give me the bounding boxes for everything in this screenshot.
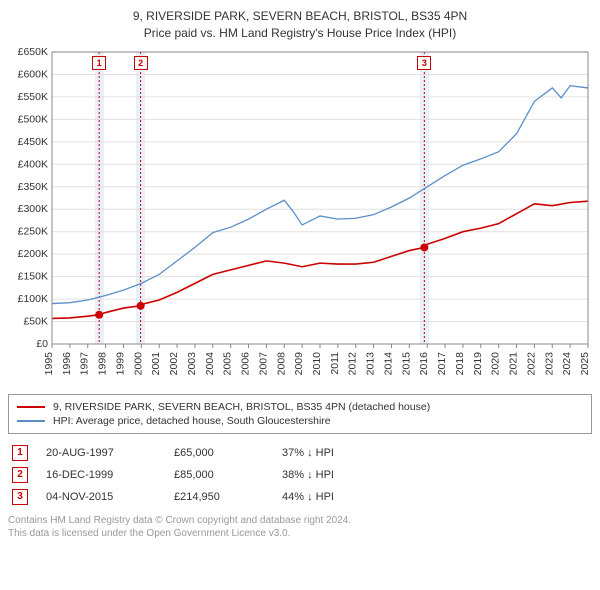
sale-row: 1 20-AUG-1997 £65,000 37% ↓ HPI bbox=[8, 442, 592, 464]
legend-swatch bbox=[17, 406, 45, 408]
sale-price: £65,000 bbox=[174, 447, 264, 459]
ytick-label: £650K bbox=[18, 48, 48, 58]
sale-marker-3: 3 bbox=[417, 56, 431, 70]
ytick-label: £150K bbox=[18, 270, 48, 282]
xtick-label: 2018 bbox=[454, 351, 466, 375]
sale-pct: 38% ↓ HPI bbox=[282, 469, 382, 481]
sale-row: 2 16-DEC-1999 £85,000 38% ↓ HPI bbox=[8, 464, 592, 486]
ytick-label: £250K bbox=[18, 225, 48, 237]
ytick-label: £500K bbox=[18, 113, 48, 125]
sale-dot bbox=[420, 243, 428, 251]
sales-table: 1 20-AUG-1997 £65,000 37% ↓ HPI 2 16-DEC-1999… bbox=[8, 442, 592, 508]
sale-marker-icon: 1 bbox=[12, 445, 28, 461]
chart-area: £0 £50K £100K £150K £200K £250K £300K £350K £400… bbox=[8, 48, 592, 388]
xtick-label: 2009 bbox=[293, 351, 305, 375]
sale-dot bbox=[137, 301, 145, 309]
sale-marker-icon: 3 bbox=[12, 489, 28, 505]
xtick-label: 2014 bbox=[382, 351, 394, 375]
footer-line-2: This data is licensed under the Open Gov… bbox=[8, 527, 592, 540]
xtick-label: 2023 bbox=[543, 351, 555, 375]
plot-border bbox=[52, 52, 588, 344]
xtick-label: 2013 bbox=[365, 351, 377, 375]
sale-pct: 44% ↓ HPI bbox=[282, 491, 382, 503]
sale-pct: 37% ↓ HPI bbox=[282, 447, 382, 459]
xtick-label: 1997 bbox=[79, 351, 91, 375]
ytick-label: £600K bbox=[18, 68, 48, 80]
ytick-label: £200K bbox=[18, 248, 48, 260]
xtick-label: 2017 bbox=[436, 351, 448, 375]
xtick-label: 2021 bbox=[508, 351, 520, 375]
xtick-label: 2019 bbox=[472, 351, 484, 375]
xtick-label: 1996 bbox=[61, 351, 73, 375]
ytick-label: £0 bbox=[36, 338, 48, 350]
xtick-label: 2022 bbox=[525, 351, 537, 375]
sale-marker-icon: 2 bbox=[12, 467, 28, 483]
sale-row: 3 04-NOV-2015 £214,950 44% ↓ HPI bbox=[8, 486, 592, 508]
footer-line-1: Contains HM Land Registry data © Crown c… bbox=[8, 514, 592, 527]
xtick-label: 2003 bbox=[186, 351, 198, 375]
footer-attribution: Contains HM Land Registry data © Crown c… bbox=[8, 514, 592, 540]
ytick-label: £400K bbox=[18, 158, 48, 170]
xtick-label: 2005 bbox=[222, 351, 234, 375]
ytick-label: £300K bbox=[18, 203, 48, 215]
legend-item: 9, RIVERSIDE PARK, SEVERN BEACH, BRISTOL… bbox=[17, 400, 583, 414]
ytick-label: £100K bbox=[18, 293, 48, 305]
sale-date: 20-AUG-1997 bbox=[46, 447, 156, 459]
chart-svg: £0 £50K £100K £150K £200K £250K £300K £350K £400… bbox=[8, 48, 592, 388]
xtick-label: 1995 bbox=[43, 351, 55, 375]
sale-dot bbox=[95, 310, 103, 318]
xtick-label: 1999 bbox=[114, 351, 126, 375]
xtick-label: 2002 bbox=[168, 351, 180, 375]
xtick-label: 2016 bbox=[418, 351, 430, 375]
ytick-label: £450K bbox=[18, 135, 48, 147]
chart-title: 9, RIVERSIDE PARK, SEVERN BEACH, BRISTOL… bbox=[8, 8, 592, 25]
xtick-label: 2010 bbox=[311, 351, 323, 375]
sale-date: 04-NOV-2015 bbox=[46, 491, 156, 503]
legend: 9, RIVERSIDE PARK, SEVERN BEACH, BRISTOL… bbox=[8, 394, 592, 434]
series-hpi bbox=[52, 85, 588, 303]
sale-date: 16-DEC-1999 bbox=[46, 469, 156, 481]
xtick-label: 2012 bbox=[347, 351, 359, 375]
title-block: 9, RIVERSIDE PARK, SEVERN BEACH, BRISTOL… bbox=[8, 8, 592, 42]
xtick-label: 2015 bbox=[400, 351, 412, 375]
ytick-label: £350K bbox=[18, 180, 48, 192]
chart-subtitle: Price paid vs. HM Land Registry's House … bbox=[8, 25, 592, 42]
legend-label: 9, RIVERSIDE PARK, SEVERN BEACH, BRISTOL… bbox=[53, 401, 430, 413]
xtick-label: 2000 bbox=[132, 351, 144, 375]
ytick-label: £550K bbox=[18, 91, 48, 103]
sale-price: £85,000 bbox=[174, 469, 264, 481]
ytick-label: £50K bbox=[23, 315, 48, 327]
legend-item: HPI: Average price, detached house, Sout… bbox=[17, 414, 583, 428]
series-property bbox=[52, 201, 588, 318]
xtick-label: 1998 bbox=[97, 351, 109, 375]
legend-label: HPI: Average price, detached house, Sout… bbox=[53, 415, 331, 427]
sale-price: £214,950 bbox=[174, 491, 264, 503]
xtick-label: 2004 bbox=[204, 351, 216, 375]
legend-swatch bbox=[17, 420, 45, 422]
xtick-label: 2025 bbox=[579, 351, 591, 375]
sale-marker-2: 2 bbox=[134, 56, 148, 70]
xtick-label: 2006 bbox=[240, 351, 252, 375]
sale-marker-1: 1 bbox=[92, 56, 106, 70]
xtick-label: 2001 bbox=[150, 351, 162, 375]
xtick-label: 2008 bbox=[275, 351, 287, 375]
xtick-label: 2007 bbox=[257, 351, 269, 375]
xtick-label: 2024 bbox=[561, 351, 573, 375]
xtick-label: 2011 bbox=[329, 351, 341, 374]
xtick-label: 2020 bbox=[490, 351, 502, 375]
